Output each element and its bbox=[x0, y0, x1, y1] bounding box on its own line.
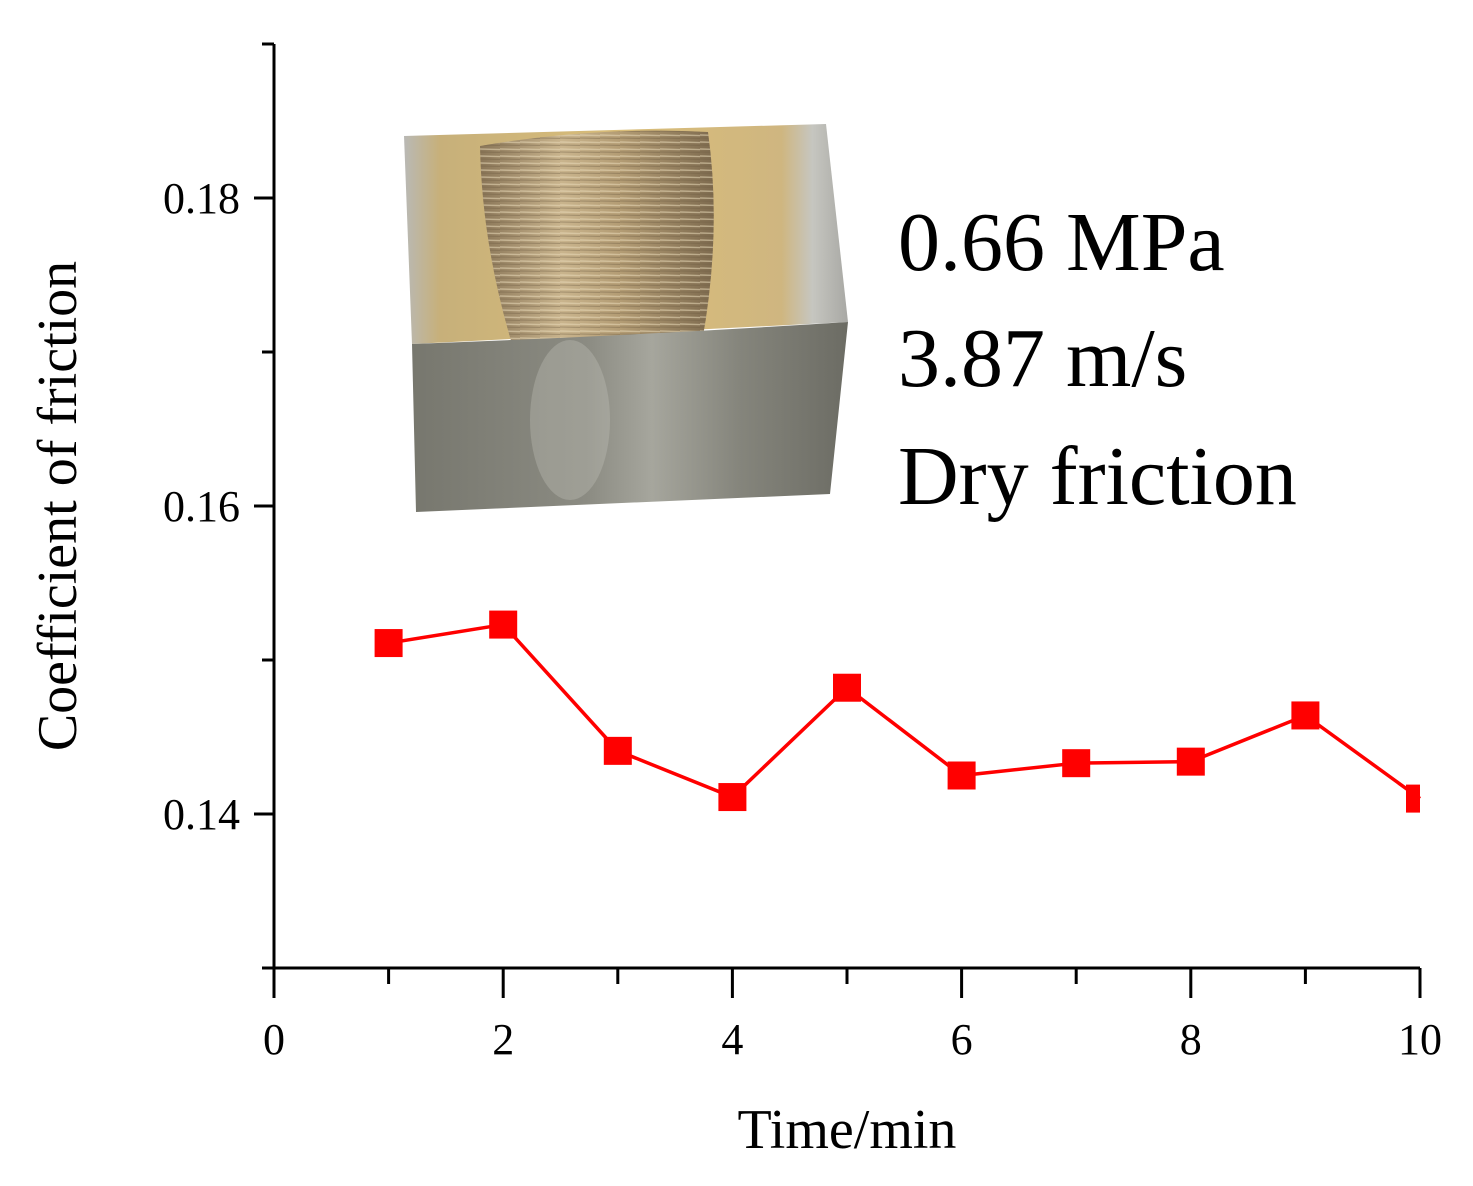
specimen-wear-scar-texture bbox=[480, 130, 714, 348]
x-axis-title: Time/min bbox=[738, 1099, 957, 1161]
x-tick-label: 0 bbox=[263, 1015, 285, 1064]
data-point bbox=[1406, 784, 1420, 813]
specimen-front-face bbox=[412, 322, 848, 512]
x-tick-label: 4 bbox=[721, 1015, 743, 1064]
data-point bbox=[1291, 701, 1320, 730]
data-point bbox=[1176, 747, 1205, 776]
data-point bbox=[489, 610, 518, 639]
y-tick-label: 0.16 bbox=[163, 482, 240, 531]
y-axis-ticks: 0.14 0.16 0.18 bbox=[163, 42, 274, 970]
series-layer bbox=[374, 610, 1422, 813]
x-axis-ticks: 0 2 4 6 8 10 bbox=[263, 968, 1442, 1064]
axes: 0 2 4 6 8 10 0.14 0.16 0.18 Time/min Coefficien… bbox=[27, 42, 1442, 1161]
x-tick-label: 8 bbox=[1180, 1015, 1202, 1064]
y-axis-title: Coefficient of friction bbox=[27, 261, 89, 751]
x-tick-label: 6 bbox=[951, 1015, 973, 1064]
test-conditions-annotation: 0.66 MPa 3.87 m/s Dry friction bbox=[898, 196, 1297, 523]
y-tick-label: 0.18 bbox=[163, 174, 240, 223]
data-point bbox=[833, 673, 861, 702]
series-line bbox=[388, 622, 1422, 801]
x-tick-label: 10 bbox=[1398, 1015, 1442, 1064]
annotation-pressure: 0.66 MPa bbox=[898, 196, 1225, 289]
specimen-photo bbox=[404, 124, 848, 512]
y-tick-label: 0.14 bbox=[163, 790, 240, 839]
data-point bbox=[1062, 749, 1091, 778]
x-tick-label: 2 bbox=[492, 1015, 514, 1064]
annotation-speed: 3.87 m/s bbox=[898, 312, 1187, 405]
annotation-lubrication: Dry friction bbox=[898, 430, 1297, 523]
data-point bbox=[374, 629, 403, 658]
data-point bbox=[947, 761, 976, 790]
data-point bbox=[603, 736, 632, 765]
data-point bbox=[718, 783, 747, 812]
